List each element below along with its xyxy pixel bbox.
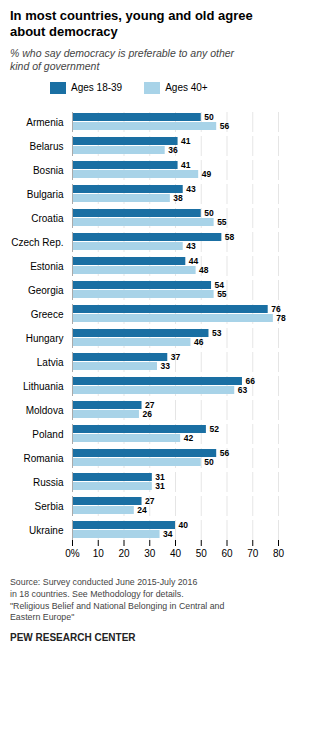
svg-text:70: 70 [247, 547, 259, 558]
svg-text:26: 26 [142, 409, 152, 419]
svg-text:Latvia: Latvia [37, 356, 64, 367]
svg-text:38: 38 [173, 193, 183, 203]
svg-text:40: 40 [179, 520, 189, 530]
svg-text:Estonia: Estonia [30, 260, 64, 271]
svg-text:50: 50 [204, 208, 214, 218]
svg-text:37: 37 [171, 352, 181, 362]
svg-text:Croatia: Croatia [31, 212, 64, 223]
svg-text:66: 66 [245, 376, 255, 386]
svg-text:0%: 0% [65, 547, 80, 558]
svg-text:27: 27 [145, 400, 155, 410]
svg-text:76: 76 [271, 304, 281, 314]
svg-text:20: 20 [118, 547, 130, 558]
svg-text:30: 30 [144, 547, 156, 558]
svg-text:24: 24 [137, 505, 147, 515]
svg-text:34: 34 [163, 529, 173, 539]
svg-text:41: 41 [181, 160, 191, 170]
svg-text:80: 80 [273, 547, 285, 558]
svg-text:Lithuania: Lithuania [23, 380, 64, 391]
svg-text:Serbia: Serbia [35, 500, 64, 511]
svg-text:36: 36 [168, 145, 178, 155]
svg-text:Ukraine: Ukraine [29, 524, 64, 535]
svg-text:50: 50 [204, 112, 214, 122]
svg-text:60: 60 [221, 547, 233, 558]
svg-text:10: 10 [93, 547, 105, 558]
svg-text:Russia: Russia [33, 476, 64, 487]
svg-text:Armenia: Armenia [26, 116, 64, 127]
html-text:In most countries, young and o: In most countries, young and old agree a… [10, 8, 253, 40]
svg-text:Romania: Romania [23, 452, 63, 463]
svg-text:44: 44 [189, 256, 199, 266]
svg-text:56: 56 [220, 448, 230, 458]
svg-text:49: 49 [202, 169, 212, 179]
svg-text:Bulgaria: Bulgaria [27, 188, 64, 199]
svg-text:48: 48 [199, 265, 209, 275]
svg-text:33: 33 [160, 361, 170, 371]
svg-text:40: 40 [170, 547, 182, 558]
svg-text:42: 42 [184, 433, 194, 443]
svg-text:55: 55 [217, 289, 227, 299]
svg-text:31: 31 [155, 481, 165, 491]
svg-text:Georgia: Georgia [28, 284, 64, 295]
svg-text:27: 27 [145, 496, 155, 506]
html-text:Ages 18-39: Ages 18-39 [71, 82, 123, 94]
html-text:PEW RESEARCH CENTER: PEW RESEARCH CENTER [10, 632, 136, 644]
svg-text:31: 31 [155, 472, 165, 482]
svg-text:50: 50 [204, 457, 214, 467]
svg-text:78: 78 [276, 313, 286, 323]
svg-text:50: 50 [196, 547, 208, 558]
svg-text:Belarus: Belarus [30, 140, 64, 151]
html-text:Source: Survey conducted June: Source: Survey conducted June 2015-July … [10, 576, 225, 623]
svg-text:56: 56 [220, 121, 230, 131]
svg-text:55: 55 [217, 217, 227, 227]
svg-text:41: 41 [181, 136, 191, 146]
svg-text:Greece: Greece [31, 308, 64, 319]
svg-text:53: 53 [212, 328, 222, 338]
html-text:Ages 40+: Ages 40+ [165, 82, 208, 94]
svg-text:Moldova: Moldova [26, 404, 64, 415]
svg-text:Czech Rep.: Czech Rep. [11, 236, 63, 247]
svg-text:43: 43 [186, 241, 196, 251]
svg-text:43: 43 [186, 184, 196, 194]
svg-text:Bosnia: Bosnia [33, 164, 64, 175]
svg-text:Hungary: Hungary [26, 332, 64, 343]
svg-text:58: 58 [225, 232, 235, 242]
svg-text:54: 54 [214, 280, 224, 290]
svg-text:63: 63 [238, 385, 248, 395]
svg-text:Poland: Poland [32, 428, 63, 439]
svg-text:46: 46 [194, 337, 204, 347]
svg-text:52: 52 [209, 424, 219, 434]
html-text:% who say democracy is prefera: % who say democracy is preferable to any… [10, 46, 235, 73]
